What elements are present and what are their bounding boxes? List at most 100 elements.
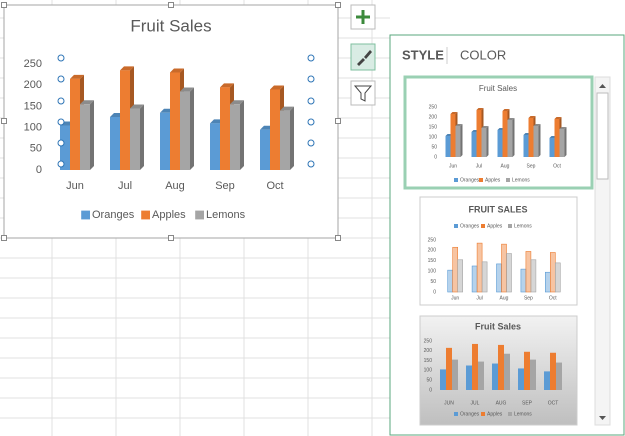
x-tick-label: Jul [118, 180, 132, 192]
bar [466, 365, 472, 390]
bar [440, 369, 446, 390]
legend-label: Lemons [512, 177, 530, 183]
style-thumb-2[interactable] [419, 196, 578, 306]
resize-handle[interactable] [168, 2, 174, 8]
scroll-thumb[interactable] [596, 92, 609, 180]
bar [445, 136, 451, 157]
legend-marker [481, 224, 485, 228]
bar [518, 368, 524, 390]
x-tick-label: Sep [524, 295, 533, 301]
bar [160, 112, 170, 170]
legend-marker [508, 224, 512, 228]
series-handle [307, 75, 315, 83]
x-tick-label: Oct [266, 180, 283, 192]
bar-top [170, 68, 184, 73]
legend-label: Lemons [514, 411, 532, 417]
brush-icon [357, 50, 372, 66]
y-tick-label: 150 [424, 358, 433, 364]
bar [280, 110, 290, 170]
chart-title: Fruit Sales [479, 84, 517, 93]
resize-handle[interactable] [1, 235, 7, 241]
bar-top [450, 112, 458, 114]
bar [504, 353, 510, 390]
bar [450, 114, 456, 157]
y-tick-label: 150 [428, 258, 437, 264]
y-tick-label: 100 [424, 368, 433, 374]
series-handle [307, 54, 315, 62]
bar [60, 125, 70, 170]
bar [524, 351, 530, 390]
y-tick-label: 100 [429, 134, 438, 140]
bar-side [90, 100, 94, 170]
color-tab[interactable]: COLOR [460, 47, 506, 62]
y-tick-label: 200 [429, 114, 438, 120]
bar [447, 269, 454, 293]
bar-top [180, 87, 194, 92]
bar [525, 251, 532, 293]
bar [70, 78, 80, 170]
bar [544, 371, 550, 390]
bar-top [80, 100, 94, 105]
legend-marker [195, 210, 204, 220]
bar [80, 104, 90, 170]
bar-top [554, 117, 562, 119]
series-handle [57, 54, 65, 62]
bar [476, 110, 482, 157]
bar [530, 359, 536, 390]
plus-icon [356, 10, 370, 24]
bar-side [140, 104, 144, 170]
bar [472, 343, 478, 390]
resize-handle[interactable] [168, 235, 174, 241]
chart-title: FRUIT SALES [468, 204, 527, 214]
resize-handle[interactable] [335, 118, 341, 124]
filter-button[interactable] [350, 80, 376, 106]
series-handle [57, 97, 65, 105]
style-button[interactable] [350, 43, 376, 71]
series-handle [307, 139, 315, 147]
bar [498, 344, 504, 390]
y-tick-label: 100 [24, 122, 42, 134]
x-tick-label: Sep [527, 163, 536, 169]
bar [270, 89, 280, 170]
bar-side [240, 100, 244, 170]
bar-top [502, 109, 510, 111]
bar-side [512, 118, 515, 157]
series-handle [57, 139, 65, 147]
bar [455, 126, 461, 157]
resize-handle[interactable] [335, 235, 341, 241]
bar-side [190, 87, 194, 170]
series-handle [307, 118, 315, 126]
bar [481, 128, 487, 157]
bar [549, 138, 555, 157]
bar-top [533, 124, 541, 126]
bar-top [120, 66, 134, 71]
resize-handle[interactable] [1, 118, 7, 124]
y-tick-label: 0 [429, 387, 432, 393]
resize-handle[interactable] [335, 2, 341, 8]
x-tick-label: Jun [449, 163, 457, 169]
x-tick-label: Aug [165, 180, 185, 192]
x-tick-label: Jul [476, 295, 482, 301]
y-tick-label: 50 [426, 378, 432, 384]
x-tick-label: AUG [496, 400, 507, 406]
legend-label: Lemons [514, 223, 532, 229]
chart-buttons [350, 4, 376, 106]
style-tab[interactable]: STYLE [402, 47, 444, 62]
x-tick-label: Jun [66, 180, 84, 192]
bar-side [486, 126, 489, 157]
x-tick-label: SEP [522, 400, 533, 406]
legend-marker [454, 178, 458, 182]
bar [180, 91, 190, 170]
y-tick-label: 0 [433, 289, 436, 295]
bar [501, 243, 507, 293]
bar-top [476, 108, 484, 110]
bar [502, 111, 508, 157]
x-tick-label: Aug [500, 295, 509, 301]
chart-title: Fruit Sales [475, 321, 521, 331]
bar [481, 261, 488, 293]
bar-top [230, 100, 244, 105]
bar [230, 104, 240, 170]
resize-handle[interactable] [1, 2, 7, 8]
bar [507, 120, 513, 157]
y-tick-label: 0 [434, 154, 437, 160]
